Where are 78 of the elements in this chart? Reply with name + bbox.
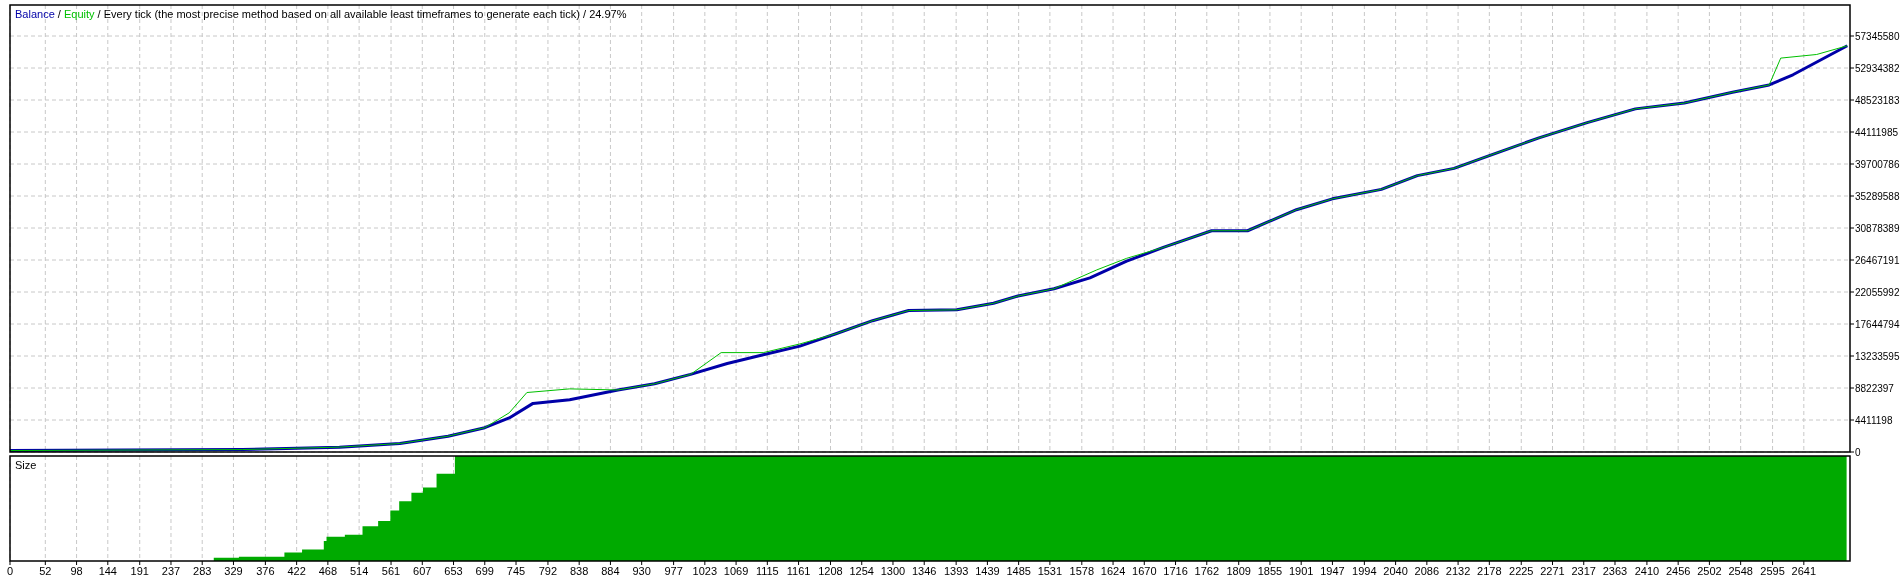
x-tick-label: 1855 (1257, 565, 1283, 577)
x-tick-label: 376 (256, 565, 275, 577)
y-tick-label: 4411198 (1855, 414, 1893, 426)
x-tick-label: 2410 (1634, 565, 1660, 577)
y-tick-label: 8822397 (1855, 382, 1895, 394)
x-tick-label: 792 (538, 565, 558, 577)
x-tick-label: 1901 (1288, 565, 1314, 577)
x-tick-label: 2225 (1509, 565, 1534, 577)
x-tick-label: 607 (413, 565, 432, 577)
x-tick-label: 329 (224, 565, 243, 577)
x-tick-label: 422 (287, 565, 306, 577)
x-tick-label: 2178 (1477, 565, 1502, 577)
text: Equity (63, 8, 96, 20)
y-tick-label: 30878389 (1855, 222, 1900, 234)
y-tick-label: 22055992 (1855, 286, 1900, 298)
x-tick-label: 514 (349, 565, 369, 577)
x-tick-label: 2132 (1445, 565, 1471, 577)
x-tick-label: 838 (570, 565, 589, 577)
x-tick-label: 1947 (1320, 565, 1345, 577)
x-tick-label: 2595 (1760, 565, 1785, 577)
x-tick-label: 977 (664, 565, 683, 577)
x-tick-label: 1485 (1006, 565, 1031, 577)
y-tick-label: 44111985 (1855, 126, 1899, 138)
x-tick-label: 1670 (1132, 565, 1157, 577)
x-tick-label: 884 (601, 565, 620, 577)
x-tick-label: 653 (444, 565, 463, 577)
y-tick-label: 57345580 (1855, 30, 1900, 42)
x-tick-label: 1161 (786, 565, 811, 577)
x-tick-label: 191 (130, 565, 149, 577)
x-tick-label: 2086 (1414, 565, 1440, 577)
x-tick-label: 1115 (755, 565, 779, 577)
x-tick-label: 1208 (818, 565, 843, 577)
x-tick-label: 1578 (1069, 565, 1095, 577)
x-tick-label: 1531 (1037, 565, 1063, 577)
x-tick-label: 2363 (1602, 565, 1628, 577)
y-tick-label: 39700786 (1855, 158, 1900, 170)
annotation: / (94, 8, 104, 20)
x-tick-label: 2040 (1383, 565, 1408, 577)
x-tick-label: 1069 (723, 565, 749, 577)
x-tick-label: 1624 (1100, 565, 1126, 577)
annotation: / (54, 8, 64, 20)
y-tick-label: 17644794 (1855, 318, 1900, 330)
y-tick-label: 26467191 (1855, 254, 1900, 266)
x-tick-label: 1994 (1352, 565, 1377, 577)
x-tick-label: 1809 (1226, 565, 1251, 577)
x-tick-label: 2456 (1665, 565, 1691, 577)
x-tick-label: 98 (70, 565, 83, 577)
y-tick-label: 0 (1855, 446, 1861, 458)
x-tick-label: 2548 (1728, 565, 1753, 577)
x-tick-label: 1300 (880, 565, 906, 577)
x-tick-label: 1254 (849, 565, 874, 577)
x-tick-label: 745 (506, 565, 526, 577)
x-tick-label: 144 (98, 565, 117, 577)
y-tick-label: 48523183 (1855, 94, 1900, 106)
x-tick-label: 1023 (692, 565, 718, 577)
x-tick-label: 2271 (1540, 565, 1565, 577)
x-tick-label: 561 (381, 565, 401, 577)
x-tick-label: 699 (475, 565, 494, 577)
x-tick-label: 1393 (943, 565, 969, 577)
y-tick-label: 52934382 (1855, 62, 1900, 74)
x-tick-label: 2502 (1697, 565, 1722, 577)
x-tick-label: 52 (39, 565, 52, 577)
chart-title: Size (15, 459, 37, 471)
x-tick-label: 2641 (1791, 565, 1817, 577)
x-tick-label: 1762 (1194, 565, 1220, 577)
x-tick-label: 468 (318, 565, 338, 577)
x-tick-label: 1716 (1163, 565, 1188, 577)
x-tick-label: 930 (632, 565, 651, 577)
x-tick-label: 283 (193, 565, 212, 577)
x-tick-label: 0 (6, 565, 14, 577)
chart-title: Every tick (the most precise method based on all available least timeframes to generate each tick) / 24.97% (103, 8, 627, 20)
x-tick-label: 237 (161, 565, 181, 577)
y-tick-label: 35289588 (1855, 190, 1900, 202)
text: Balance (15, 8, 55, 20)
y-tick-label: 13233595 (1855, 350, 1900, 362)
x-tick-label: 2317 (1571, 565, 1596, 577)
x-tick-label: 1439 (975, 565, 1000, 577)
x-tick-label: 1346 (911, 565, 937, 577)
